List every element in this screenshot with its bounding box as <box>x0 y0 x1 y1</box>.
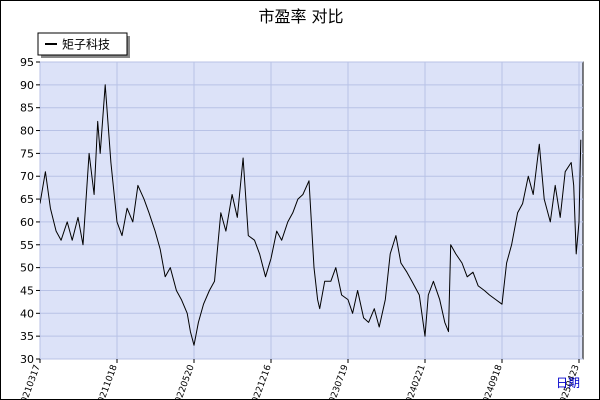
x-axis: 20210317 20211018 20220520 20221216 20230719… <box>18 359 582 399</box>
y-tick-label: 70 <box>20 170 34 183</box>
series-layer <box>40 84 582 346</box>
y-tick-label: 30 <box>20 353 34 366</box>
x-tick-label: 20221216 <box>249 363 274 399</box>
x-tick-label: 20211018 <box>95 363 120 399</box>
x-tick-label: 20240918 <box>480 363 505 399</box>
chart-title: 市盈率 对比 <box>258 7 343 26</box>
series-line-0 <box>40 84 582 346</box>
x-tick-label: 20230719 <box>326 363 351 399</box>
x-tick-label: 20240221 <box>403 364 428 399</box>
y-tick-label: 55 <box>20 239 34 252</box>
x-axis-title: 日期 <box>556 376 580 390</box>
legend: 矩子科技 <box>37 32 130 58</box>
y-tick-label: 45 <box>20 284 34 297</box>
y-tick-label: 80 <box>20 125 34 138</box>
y-tick-label: 90 <box>20 79 34 92</box>
x-tick-label: 20210317 <box>18 364 43 399</box>
plot-area <box>39 61 584 360</box>
y-axis: 30 35 40 45 50 55 60 65 70 75 80 85 90 95 <box>20 56 40 366</box>
y-tick-label: 65 <box>20 193 34 206</box>
y-tick-label: 85 <box>20 102 34 115</box>
y-tick-label: 95 <box>20 56 34 69</box>
y-tick-label: 35 <box>20 330 34 343</box>
y-tick-label: 75 <box>20 147 34 160</box>
y-tick-label: 60 <box>20 216 34 229</box>
y-tick-label: 50 <box>20 262 34 275</box>
x-tick-label: 20220520 <box>172 363 197 399</box>
legend-box <box>37 32 128 56</box>
grid <box>39 61 583 360</box>
legend-entry-label: 矩子科技 <box>62 38 110 52</box>
y-tick-label: 40 <box>20 307 34 320</box>
